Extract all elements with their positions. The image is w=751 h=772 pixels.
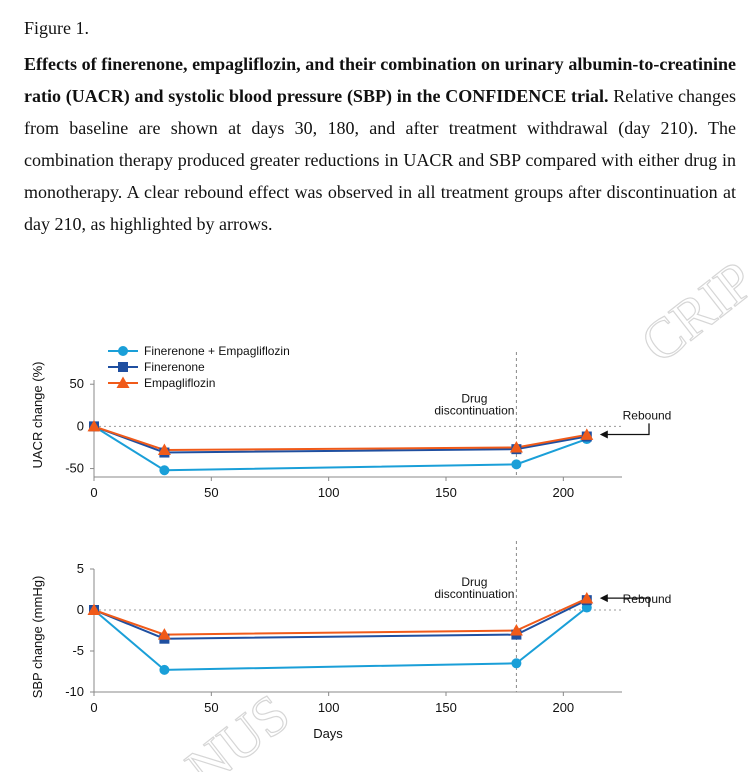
chart-panel-1: 50 0 -50 0 50 100 150 200 UACR change (%) Drugdis… xyxy=(30,344,671,500)
rebound-label: Rebound xyxy=(623,408,672,422)
x-tick-label: 0 xyxy=(90,485,97,500)
data-point-empagliflozin xyxy=(87,603,101,615)
data-point-empagliflozin xyxy=(157,443,171,456)
y-tick-label: 50 xyxy=(70,376,84,391)
rebound-arrow-head xyxy=(599,594,608,603)
x-tick-label: 150 xyxy=(435,485,457,500)
y-tick-label: 5 xyxy=(77,561,84,576)
data-point-combo xyxy=(159,664,170,675)
y-tick-label: 0 xyxy=(77,418,84,433)
discontinuation-label-line2: discontinuation xyxy=(434,587,514,601)
legend-marker-combo xyxy=(118,346,128,356)
series-line-empagliflozin xyxy=(93,425,587,452)
rebound-arrow-shaft xyxy=(605,597,650,607)
y-axis-label: SBP change (mmHg) xyxy=(30,576,45,699)
rebound-label: Rebound xyxy=(623,592,672,606)
y-tick-label: -50 xyxy=(65,461,84,476)
data-point-combo xyxy=(511,459,522,470)
discontinuation-label-line1: Drug xyxy=(461,391,487,405)
data-point-empagliflozin xyxy=(87,419,101,432)
series-line-combo xyxy=(93,425,588,472)
legend: Finerenone + Empagliflozin Finerenone Empa… xyxy=(108,344,290,390)
data-point-combo xyxy=(511,658,522,669)
data-point-empagliflozin xyxy=(509,624,523,636)
legend-label-empagliflozin: Empagliflozin xyxy=(144,376,215,390)
legend-marker-finerenone xyxy=(118,362,128,372)
y-tick-label: -10 xyxy=(65,684,84,699)
data-point-empagliflozin xyxy=(580,428,594,440)
caption-title: Effects of finerenone, empagliflozin, an… xyxy=(24,54,736,106)
x-tick-label: 100 xyxy=(318,485,340,500)
data-point-empagliflozin xyxy=(157,628,171,640)
rebound-arrow-head xyxy=(599,430,608,439)
x-tick-label: 0 xyxy=(90,700,97,715)
series-line-combo xyxy=(93,606,588,671)
x-axis-label: Days xyxy=(313,726,343,741)
data-point-empagliflozin xyxy=(580,592,594,604)
x-tick-label: 150 xyxy=(435,700,457,715)
y-axis-label: UACR change (%) xyxy=(30,362,45,469)
y-tick-label: -5 xyxy=(72,643,84,658)
legend-label-finerenone: Finerenone xyxy=(144,360,205,374)
legend-label-combo: Finerenone + Empagliflozin xyxy=(144,344,290,358)
x-tick-label: 200 xyxy=(552,485,574,500)
discontinuation-label-line2: discontinuation xyxy=(434,403,514,417)
series-line-finerenone xyxy=(93,425,587,454)
legend-marker-empagliflozin xyxy=(116,376,130,388)
data-point-combo xyxy=(159,465,170,476)
data-point-empagliflozin xyxy=(509,440,523,453)
x-tick-label: 100 xyxy=(318,700,340,715)
x-tick-label: 200 xyxy=(552,700,574,715)
series-line-finerenone xyxy=(93,599,588,640)
series-line-empagliflozin xyxy=(93,597,588,636)
x-tick-label: 50 xyxy=(204,700,218,715)
y-tick-label: 0 xyxy=(77,602,84,617)
figure-caption: Effects of finerenone, empagliflozin, an… xyxy=(24,48,736,240)
x-tick-label: 50 xyxy=(204,485,218,500)
figure-label: Figure 1. xyxy=(24,18,89,38)
rebound-arrow-shaft xyxy=(605,423,650,436)
caption-body: Relative changes from baseline are shown… xyxy=(24,86,736,234)
discontinuation-label-line1: Drug xyxy=(461,575,487,589)
